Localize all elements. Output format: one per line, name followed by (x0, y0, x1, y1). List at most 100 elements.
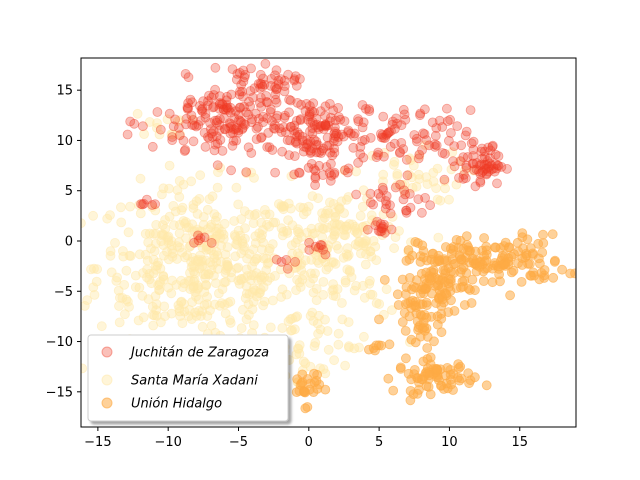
scatter-point (301, 206, 312, 217)
scatter-point (452, 121, 463, 131)
scatter-point (308, 98, 319, 109)
scatter-point (235, 102, 246, 113)
scatter-point (296, 99, 307, 110)
scatter-point (483, 162, 494, 173)
scatter-point (397, 317, 408, 327)
scatter-point (431, 123, 442, 133)
scatter-point (261, 91, 272, 101)
scatter-point (247, 304, 258, 315)
scatter-point (284, 150, 295, 161)
scatter-point (408, 160, 419, 171)
scatter-point (265, 81, 276, 91)
scatter-point (385, 200, 395, 211)
scatter-point (183, 103, 194, 114)
scatter-point (200, 112, 211, 123)
scatter-point (195, 233, 206, 244)
scatter-point (372, 216, 383, 227)
scatter-point (239, 72, 250, 83)
scatter-point (197, 106, 208, 117)
scatter-point (183, 98, 194, 108)
scatter-point (187, 252, 198, 263)
scatter-point (373, 188, 384, 199)
scatter-point (210, 278, 221, 289)
scatter-point (81, 363, 88, 374)
scatter-point (236, 117, 247, 127)
scatter-point (237, 86, 248, 97)
scatter-point (446, 164, 457, 175)
scatter-point (289, 151, 300, 162)
scatter-point (187, 226, 198, 237)
scatter-point (301, 99, 312, 109)
scatter-point (81, 301, 90, 311)
y-tick-label: 0 (65, 234, 73, 249)
scatter-point (199, 127, 210, 138)
scatter-point (291, 285, 302, 296)
scatter-point (181, 119, 191, 130)
scatter-point (469, 165, 480, 175)
scatter-point (186, 110, 197, 121)
scatter-point (221, 100, 232, 111)
scatter-point (383, 127, 394, 138)
scatter-point (327, 150, 338, 161)
scatter-point (328, 105, 339, 116)
scatter-point (251, 123, 262, 134)
scatter-point (333, 328, 344, 339)
scatter-point (475, 177, 486, 188)
scatter-point (313, 140, 323, 150)
scatter-point (226, 267, 237, 278)
scatter-point (228, 127, 238, 138)
scatter-point (490, 242, 501, 253)
scatter-point (336, 129, 347, 140)
scatter-point (316, 145, 327, 156)
scatter-point (175, 129, 185, 140)
scatter-point (449, 141, 460, 152)
scatter-point (250, 108, 261, 119)
scatter-point (290, 129, 300, 140)
scatter-point (480, 163, 491, 174)
scatter-point (329, 128, 340, 139)
scatter-point (113, 285, 124, 296)
scatter-point (475, 175, 486, 186)
scatter-point (226, 89, 237, 100)
scatter-point (204, 90, 214, 101)
scatter-point (177, 318, 188, 329)
scatter-point (248, 218, 259, 229)
scatter-point (476, 146, 487, 157)
scatter-point (304, 109, 315, 120)
scatter-point (383, 373, 394, 384)
scatter-point (493, 151, 504, 162)
scatter-point (349, 128, 360, 139)
scatter-point (336, 298, 347, 308)
scatter-point (302, 114, 313, 125)
scatter-point (203, 96, 213, 106)
scatter-point (271, 65, 282, 76)
scatter-point (198, 211, 209, 222)
scatter-point (392, 168, 403, 179)
scatter-point (225, 107, 236, 118)
scatter-point (439, 176, 450, 187)
scatter-point (417, 145, 428, 155)
scatter-point (174, 115, 185, 126)
scatter-point (231, 135, 242, 146)
scatter-point (86, 264, 96, 275)
scatter-point (150, 261, 161, 272)
scatter-point (262, 97, 273, 108)
scatter-point (300, 403, 311, 414)
scatter-point (442, 383, 453, 394)
scatter-point (261, 97, 272, 107)
scatter-point (478, 165, 489, 176)
scatter-point (166, 240, 177, 251)
scatter-point (461, 126, 472, 137)
scatter-point (420, 140, 431, 151)
scatter-point (151, 310, 162, 321)
scatter-point (188, 260, 198, 271)
scatter-point (289, 120, 300, 131)
scatter-point (479, 146, 490, 157)
scatter-point (225, 102, 236, 113)
scatter-point (290, 256, 301, 267)
scatter-point (344, 265, 355, 276)
scatter-point (377, 130, 388, 140)
scatter-point (413, 194, 424, 205)
scatter-point (313, 328, 324, 339)
scatter-point (256, 217, 267, 228)
